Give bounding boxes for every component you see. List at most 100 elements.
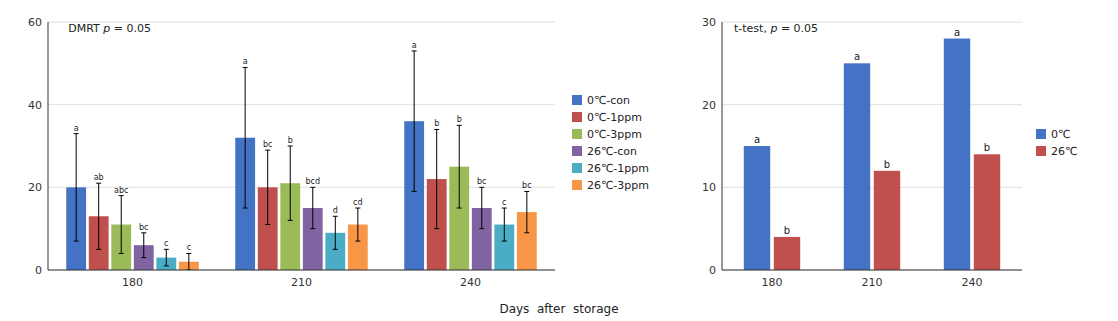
error-bar xyxy=(96,183,101,249)
error-bar xyxy=(524,191,529,232)
legend-swatch xyxy=(572,146,582,156)
significance-label: ab xyxy=(94,173,104,182)
legend-label: 26℃-con xyxy=(587,145,637,158)
error-bar xyxy=(186,253,191,270)
y-tick-label: 0 xyxy=(35,264,42,277)
x-tick-label: 210 xyxy=(291,276,312,289)
legend-label: 26℃-3ppm xyxy=(587,179,649,192)
legend-swatch xyxy=(572,129,582,139)
y-tick-label: 20 xyxy=(28,181,42,194)
legend: 0℃26℃ xyxy=(1036,128,1077,158)
significance-label: a xyxy=(74,124,79,133)
significance-label: c xyxy=(164,239,168,248)
chart: 0204060aaaabbcbabcbbbcbcdbccdcccdbc18021… xyxy=(28,16,649,289)
significance-label: a xyxy=(854,51,860,62)
bar xyxy=(874,171,900,270)
significance-label: b xyxy=(884,159,890,170)
significance-label: a xyxy=(243,57,248,66)
significance-label: bc xyxy=(522,181,531,190)
y-tick-label: 20 xyxy=(702,99,716,112)
error-bar xyxy=(434,129,439,228)
error-bar xyxy=(265,150,270,224)
legend: 0℃-con 0℃-1ppm 0℃-3ppm 26℃-con 26℃-1ppm 26℃-3… xyxy=(572,94,649,192)
error-bar xyxy=(479,187,484,228)
legend-label: 0℃ xyxy=(1051,128,1070,141)
significance-label: bc xyxy=(263,140,272,149)
grid-line xyxy=(48,270,555,271)
significance-label: d xyxy=(333,206,338,215)
error-bar xyxy=(164,249,169,266)
x-tick-label: 180 xyxy=(762,276,783,289)
annotation-part: t-test, xyxy=(734,22,770,35)
error-bar xyxy=(243,67,248,208)
significance-label: c xyxy=(502,198,506,207)
annotation-part: = xyxy=(114,22,127,35)
annotation: t-test, p = 0.05 xyxy=(734,22,818,35)
y-tick-label: 30 xyxy=(702,16,716,29)
error-bar xyxy=(457,125,462,208)
legend-swatch xyxy=(572,95,582,105)
significance-label: a xyxy=(954,27,960,38)
annotation-part: DMRT xyxy=(68,22,103,35)
legend-label: 26℃ xyxy=(1051,145,1077,158)
significance-label: bcd xyxy=(305,177,320,186)
legend-label: 0℃-3ppm xyxy=(587,128,642,141)
significance-label: b xyxy=(984,142,990,153)
error-bar xyxy=(333,216,338,249)
annotation-part: 0.05 xyxy=(794,22,819,35)
x-axis-label: Days after storage xyxy=(499,302,618,316)
significance-label: cd xyxy=(353,198,362,207)
y-axis xyxy=(48,22,49,270)
legend-swatch xyxy=(572,163,582,173)
x-tick-label: 240 xyxy=(962,276,983,289)
bar xyxy=(744,146,770,270)
grid-line xyxy=(48,104,555,105)
annotation-part: p xyxy=(769,22,780,35)
annotation: DMRT p = 0.05 xyxy=(68,22,151,35)
y-tick-label: 10 xyxy=(702,181,716,194)
error-bar xyxy=(412,51,417,192)
y-tick-label: 0 xyxy=(709,264,716,277)
error-bar xyxy=(288,146,293,220)
error-bar xyxy=(502,208,507,241)
y-tick-label: 60 xyxy=(28,16,42,29)
error-bar xyxy=(119,196,124,254)
x-axis xyxy=(722,270,1022,271)
significance-label: b xyxy=(784,225,790,236)
x-tick-label: 210 xyxy=(862,276,883,289)
significance-label: a xyxy=(754,134,760,145)
legend-swatch xyxy=(1036,129,1046,139)
significance-label: a xyxy=(412,41,417,50)
x-tick-label: 180 xyxy=(122,276,143,289)
significance-label: b xyxy=(434,119,439,128)
figure: 0204060aaaabbcbabcbbbcbcdbccdcccdbc18021… xyxy=(0,0,1118,321)
x-tick-label: 240 xyxy=(460,276,481,289)
legend-swatch xyxy=(572,180,582,190)
grid-line xyxy=(722,270,1022,271)
x-axis xyxy=(48,270,555,271)
legend-label: 0℃-con xyxy=(587,94,630,107)
bar xyxy=(774,237,800,270)
annotation-part: = xyxy=(781,22,794,35)
significance-label: abc xyxy=(114,186,128,195)
significance-label: bc xyxy=(139,223,148,232)
error-bar xyxy=(74,134,79,241)
significance-label: bc xyxy=(477,177,486,186)
legend-swatch xyxy=(1036,146,1046,156)
legend-label: 26℃-1ppm xyxy=(587,162,649,175)
bar xyxy=(844,63,870,270)
error-bar xyxy=(141,233,146,258)
annotation-part: 0.05 xyxy=(127,22,152,35)
legend-label: 0℃-1ppm xyxy=(587,111,642,124)
significance-label: c xyxy=(187,243,191,252)
y-tick-label: 40 xyxy=(28,99,42,112)
grid-line xyxy=(722,104,1022,105)
significance-label: b xyxy=(288,136,293,145)
error-bar xyxy=(355,208,360,241)
plot-area xyxy=(744,39,1000,270)
bar xyxy=(944,39,970,270)
annotation-part: p xyxy=(102,22,113,35)
significance-label: b xyxy=(457,115,462,124)
y-axis xyxy=(722,22,723,270)
bar xyxy=(974,154,1000,270)
